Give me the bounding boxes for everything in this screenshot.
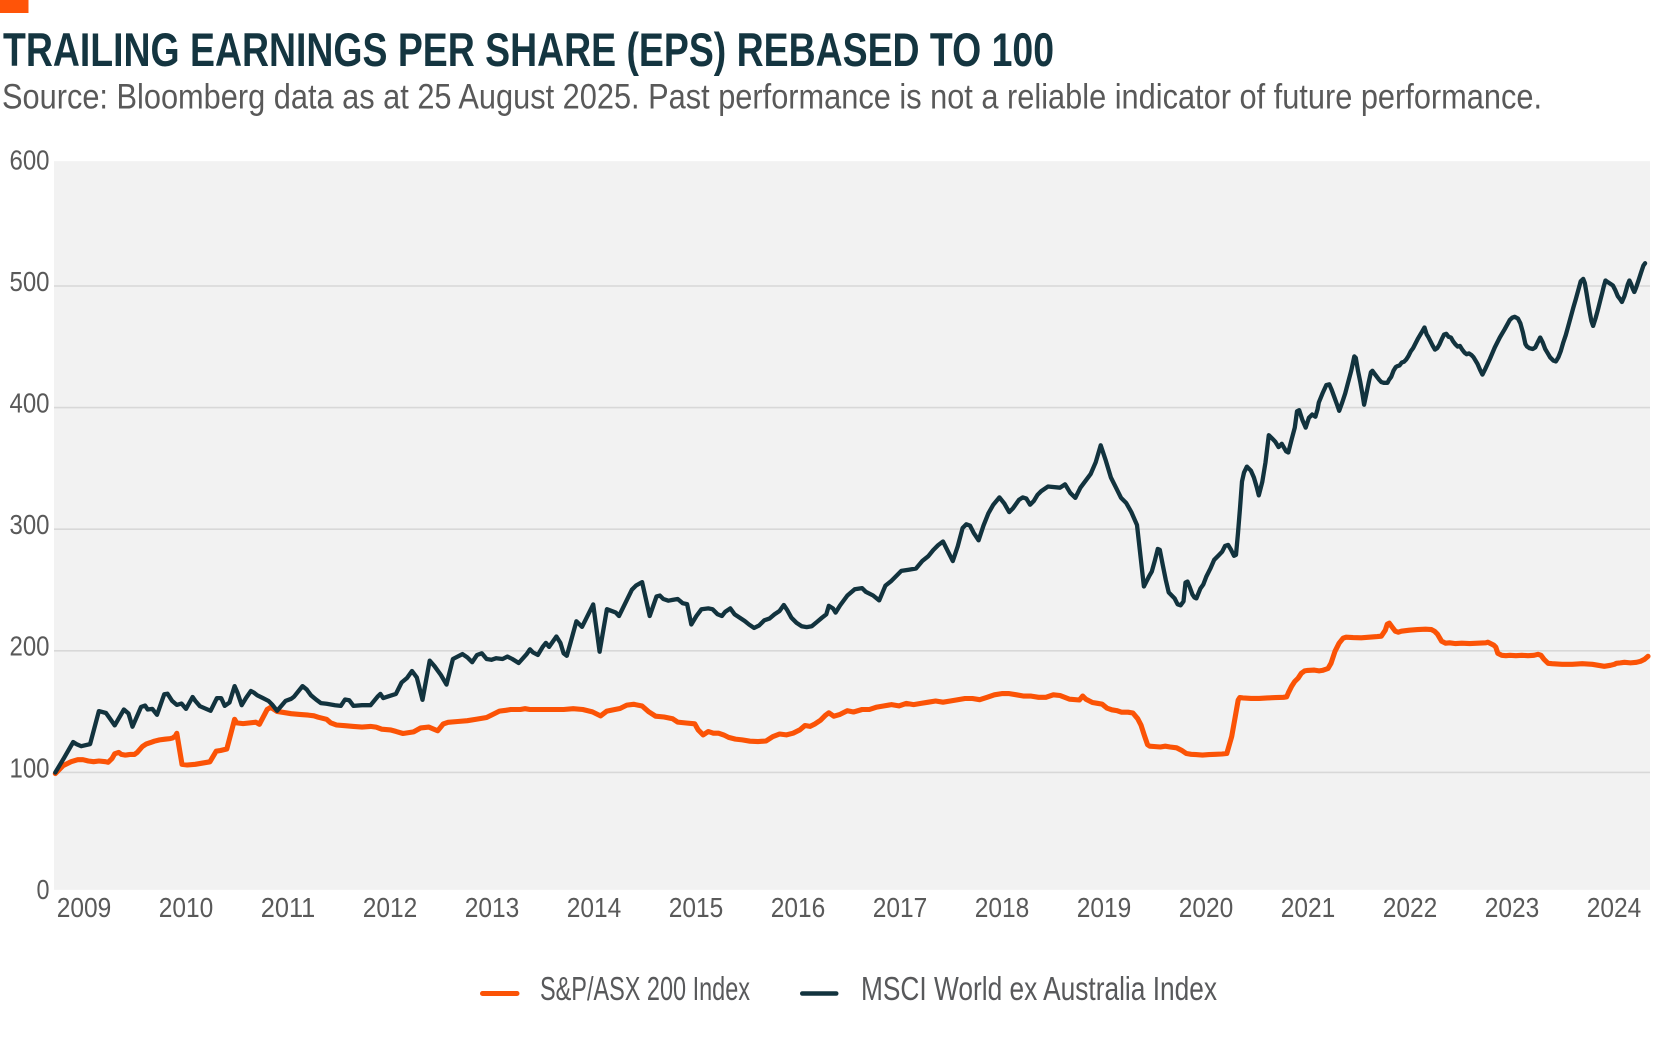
svg-text:0: 0 bbox=[37, 874, 50, 905]
svg-text:2018: 2018 bbox=[975, 892, 1030, 923]
svg-text:2021: 2021 bbox=[1281, 892, 1336, 923]
svg-text:600: 600 bbox=[10, 144, 50, 175]
svg-text:2009: 2009 bbox=[57, 892, 112, 923]
svg-text:2019: 2019 bbox=[1077, 892, 1132, 923]
svg-text:2016: 2016 bbox=[771, 892, 826, 923]
svg-text:2022: 2022 bbox=[1383, 892, 1438, 923]
svg-text:2024: 2024 bbox=[1587, 892, 1642, 923]
svg-text:MSCI World ex Australia Index: MSCI World ex Australia Index bbox=[861, 970, 1217, 1007]
svg-text:2020: 2020 bbox=[1179, 892, 1234, 923]
svg-text:2013: 2013 bbox=[465, 892, 520, 923]
svg-text:2017: 2017 bbox=[873, 892, 928, 923]
svg-text:400: 400 bbox=[10, 388, 50, 419]
svg-text:TRAILING EARNINGS PER SHARE (E: TRAILING EARNINGS PER SHARE (EPS) REBASE… bbox=[3, 23, 1054, 76]
svg-text:500: 500 bbox=[10, 266, 50, 297]
svg-text:2010: 2010 bbox=[159, 892, 214, 923]
svg-text:2012: 2012 bbox=[363, 892, 418, 923]
svg-text:Source: Bloomberg data as at 2: Source: Bloomberg data as at 25 August 2… bbox=[2, 78, 1542, 117]
svg-text:2011: 2011 bbox=[261, 892, 316, 923]
svg-text:200: 200 bbox=[10, 631, 50, 662]
svg-text:2014: 2014 bbox=[567, 892, 622, 923]
svg-text:2023: 2023 bbox=[1485, 892, 1540, 923]
svg-text:2015: 2015 bbox=[669, 892, 724, 923]
svg-text:300: 300 bbox=[10, 509, 50, 540]
svg-text:100: 100 bbox=[10, 752, 50, 783]
svg-text:S&P/ASX 200 Index: S&P/ASX 200 Index bbox=[540, 970, 750, 1007]
